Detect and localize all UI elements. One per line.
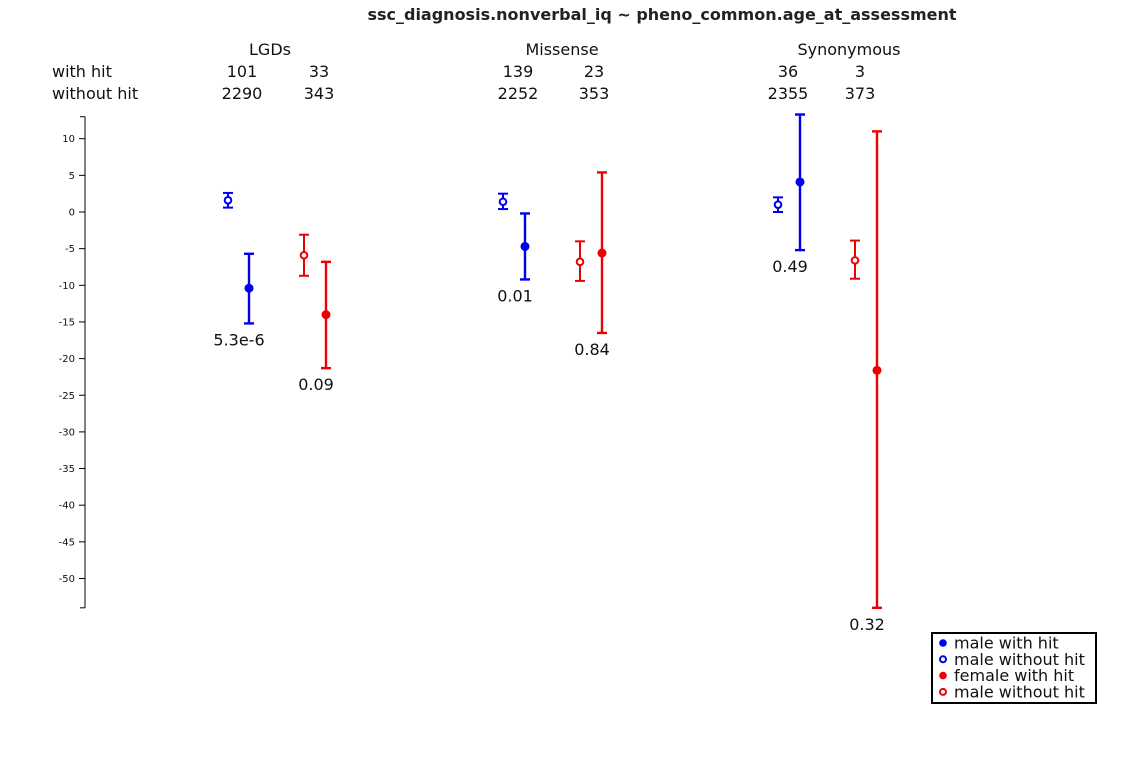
male-with-hit-pvalue: 0.49 xyxy=(772,257,808,276)
y-tick-label: -50 xyxy=(59,574,75,585)
y-tick-label: -15 xyxy=(59,317,75,328)
y-tick-label: 10 xyxy=(62,134,75,145)
row-label-without-hit: without hit xyxy=(52,84,138,103)
female-with-hit-point xyxy=(872,365,882,375)
y-tick-label: -10 xyxy=(59,281,75,292)
count-without-hit: 373 xyxy=(845,84,876,103)
count-with-hit: 33 xyxy=(309,62,329,81)
count-with-hit: 23 xyxy=(584,62,604,81)
y-tick-label: 0 xyxy=(69,208,75,219)
male-without-hit-point xyxy=(498,197,508,207)
legend-label: male without hit xyxy=(954,682,1085,701)
male-with-hit-point xyxy=(244,283,254,293)
y-axis: 10 5 0 -5 -10 -15 -20 -25 -30 -35 -40 -45 -50 xyxy=(59,116,86,609)
count-without-hit: 2355 xyxy=(768,84,809,103)
group-label: Synonymous xyxy=(797,40,900,59)
female-with-hit-point xyxy=(597,248,607,258)
legend-label: male without hit xyxy=(954,650,1085,669)
y-tick-label: 5 xyxy=(69,171,75,182)
count-with-hit: 139 xyxy=(503,62,534,81)
group-label: LGDs xyxy=(249,40,291,59)
male-with-hit-point xyxy=(520,241,530,251)
female-without-hit-point xyxy=(575,257,585,267)
female-with-hit-pvalue: 0.09 xyxy=(298,375,334,394)
male-with-hit-pvalue: 0.01 xyxy=(497,286,533,305)
count-without-hit: 2252 xyxy=(498,84,539,103)
male-without-hit-point xyxy=(773,200,783,209)
male-with-hit-point xyxy=(795,177,805,187)
y-tick-label: -5 xyxy=(65,244,75,255)
y-tick-label: -20 xyxy=(59,354,75,365)
legend-marker xyxy=(939,671,947,680)
legend-label: male with hit xyxy=(954,634,1059,653)
plot-groups: LGDs 101 33 2290 343 5.3e-6 0.09 Missense 139 23 2… xyxy=(213,40,900,634)
count-with-hit: 36 xyxy=(778,62,798,81)
female-without-hit-point xyxy=(850,256,860,265)
legend-marker xyxy=(939,655,947,664)
y-tick-label: -35 xyxy=(59,464,75,475)
legend-label: female with hit xyxy=(954,666,1074,685)
count-with-hit: 101 xyxy=(227,62,258,81)
female-without-hit-point xyxy=(299,250,309,260)
count-without-hit: 343 xyxy=(304,84,335,103)
group-synonymous: Synonymous 36 3 2355 373 0.49 0.32 xyxy=(768,40,901,634)
male-with-hit-pvalue: 5.3e-6 xyxy=(213,330,264,349)
y-tick-label: -40 xyxy=(59,501,75,512)
y-tick-label: -25 xyxy=(59,391,75,402)
group-lgds: LGDs 101 33 2290 343 5.3e-6 0.09 xyxy=(213,40,334,394)
female-with-hit-pvalue: 0.32 xyxy=(849,615,885,634)
chart-title: ssc_diagnosis.nonverbal_iq ~ pheno_commo… xyxy=(367,5,956,24)
legend-box xyxy=(931,632,1097,704)
row-label-with-hit: with hit xyxy=(52,62,112,81)
female-with-hit-pvalue: 0.84 xyxy=(574,340,610,359)
male-without-hit-point xyxy=(223,195,233,205)
legend-marker xyxy=(939,687,947,696)
group-label: Missense xyxy=(525,40,598,59)
group-missense: Missense 139 23 2252 353 0.01 0.84 xyxy=(497,40,610,359)
y-tick-label: -45 xyxy=(59,537,75,548)
female-with-hit-point xyxy=(321,310,331,320)
count-without-hit: 353 xyxy=(579,84,610,103)
count-without-hit: 2290 xyxy=(222,84,263,103)
y-tick-label: -30 xyxy=(59,427,75,438)
legend-marker xyxy=(939,639,947,647)
count-with-hit: 3 xyxy=(855,62,865,81)
